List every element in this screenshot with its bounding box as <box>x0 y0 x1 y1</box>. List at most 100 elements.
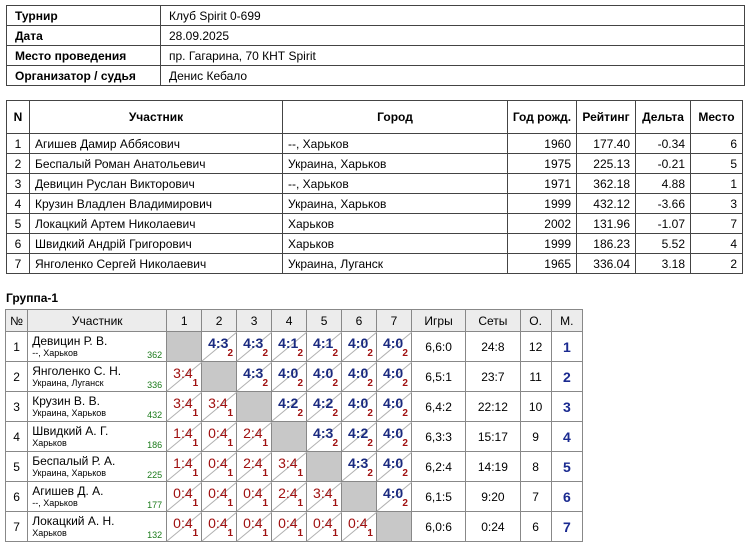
col-n-header: N <box>6 100 30 134</box>
match-score: 4:0 <box>382 335 404 351</box>
match-score: 3:4 <box>173 365 193 381</box>
result-divider-line <box>237 422 273 451</box>
match-points: 1 <box>332 528 339 539</box>
match-score: 3:4 <box>278 455 298 471</box>
match-points: 2 <box>402 408 408 419</box>
match-score: 0:4 <box>243 515 263 531</box>
crosstable-points: 6 <box>519 511 552 542</box>
match-score: 4:2 <box>278 395 299 411</box>
participant-delta: -0.34 <box>635 133 691 154</box>
crosstable-player-rating: 177 <box>147 500 163 510</box>
participant-city: --, Харьков <box>282 173 508 194</box>
crosstable-place: 5 <box>550 451 584 482</box>
crosstable-player-city: --, Харьков <box>32 347 78 358</box>
crosstable-result-cell: 4:0 2 <box>375 331 412 362</box>
crosstable-col-header: Участник <box>27 309 168 332</box>
crosstable-self-cell <box>166 331 203 362</box>
crosstable-row: 4 Швидкий А. Г. Харьков 186 1:4 1 0:4 1 2:4 1 4:3 2… <box>4 421 584 452</box>
result-divider-line <box>237 362 273 391</box>
match-points: 2 <box>332 408 339 419</box>
crosstable-col-header: 3 <box>236 309 273 332</box>
crosstable-player-city: --, Харьков <box>32 497 78 508</box>
result-divider-line <box>202 422 238 451</box>
crosstable-result-cell: 0:4 1 <box>306 511 343 542</box>
result-divider-line <box>237 452 273 481</box>
match-score: 4:3 <box>243 365 264 381</box>
participant-delta: -0.21 <box>635 153 691 174</box>
crosstable-self-cell <box>236 391 273 422</box>
match-score: 2:4 <box>243 425 263 441</box>
match-points: 1 <box>227 528 234 539</box>
participant-rating: 362.18 <box>576 173 636 194</box>
participant-name: Янголенко Сергей Николаевич <box>29 253 283 274</box>
crosstable-result-cell: 0:4 1 <box>236 511 273 542</box>
result-divider-line <box>237 332 273 361</box>
participant-delta: 5.52 <box>635 233 691 254</box>
match-points: 1 <box>227 468 234 479</box>
match-points: 1 <box>192 468 199 479</box>
match-points: 1 <box>192 378 199 389</box>
participant-row: 1 Агишев Дамир Аббясович --, Харьков 1960 17… <box>6 133 743 154</box>
match-points: 2 <box>367 348 373 359</box>
match-score: 0:4 <box>313 515 333 531</box>
match-score: 0:4 <box>208 485 228 501</box>
crosstable-points: 8 <box>519 451 552 482</box>
participant-year: 1999 <box>507 193 577 214</box>
crosstable-points: 10 <box>519 391 552 422</box>
participant-delta: 4.88 <box>635 173 691 194</box>
result-divider-line <box>272 512 308 541</box>
result-divider-line <box>307 332 343 361</box>
match-points: 2 <box>402 348 408 359</box>
col-rating-header: Рейтинг <box>576 100 636 134</box>
crosstable-row: 2 Янголенко С. Н. Украина, Луганск 336 3:4 1 4… <box>4 361 584 392</box>
crosstable-result-cell: 0:4 1 <box>201 421 238 452</box>
participant-delta: -1.07 <box>635 213 691 234</box>
match-score: 0:4 <box>208 425 228 441</box>
info-value: 28.09.2025 <box>160 25 745 46</box>
crosstable-self-cell <box>341 481 377 512</box>
crosstable-points: 7 <box>519 481 552 512</box>
participant-place: 6 <box>690 133 743 154</box>
participant-n: 6 <box>6 233 30 254</box>
match-score: 2:4 <box>243 455 263 471</box>
crosstable-result-cell: 2:4 1 <box>236 451 273 482</box>
tournament-info-table: Турнир Клуб Spirit 0-699 Дата 28.09.2025 Мес… <box>6 5 745 86</box>
participant-rating: 336.04 <box>576 253 636 274</box>
match-points: 2 <box>227 348 234 359</box>
participants-table: N Участник Город Год рожд. Рейтинг Дельт… <box>6 100 743 274</box>
crosstable-col-header: 6 <box>341 309 377 332</box>
col-place-header: Место <box>690 100 743 134</box>
crosstable-player-name: Беспалый Р. А. <box>32 453 116 468</box>
participant-delta: -3.66 <box>635 193 691 214</box>
match-points: 2 <box>332 438 339 449</box>
match-points: 2 <box>297 408 304 419</box>
crosstable-col-header: М. <box>550 309 584 332</box>
participant-year: 1960 <box>507 133 577 154</box>
match-points: 1 <box>192 498 199 509</box>
crosstable-player-city: Харьков <box>32 437 67 448</box>
match-score: 1:4 <box>173 425 193 441</box>
match-score: 0:4 <box>173 485 193 501</box>
crosstable-place: 4 <box>550 421 584 452</box>
crosstable-player-rating: 225 <box>147 470 163 480</box>
crosstable-self-cell <box>306 451 343 482</box>
participant-place: 3 <box>690 193 743 214</box>
crosstable-sets: 14:19 <box>465 451 521 482</box>
crosstable-row-number: 7 <box>4 511 29 542</box>
col-city-header: Город <box>282 100 508 134</box>
crosstable-col-header: 5 <box>306 309 343 332</box>
crosstable-result-cell: 4:2 2 <box>271 391 308 422</box>
match-points: 1 <box>262 468 269 479</box>
match-points: 2 <box>297 348 304 359</box>
result-divider-line <box>342 452 378 481</box>
result-divider-line <box>202 512 238 541</box>
result-divider-line <box>342 512 378 541</box>
crosstable-result-cell: 3:4 1 <box>306 481 343 512</box>
info-row: Организатор / судья Денис Кебало <box>6 65 745 86</box>
match-score: 4:0 <box>382 485 404 501</box>
result-divider-line <box>167 482 203 511</box>
crosstable-player-name: Янголенко С. Н. <box>32 363 122 378</box>
match-points: 2 <box>367 438 373 449</box>
crosstable-games: 6,0:6 <box>410 511 467 542</box>
match-points: 1 <box>297 468 304 479</box>
